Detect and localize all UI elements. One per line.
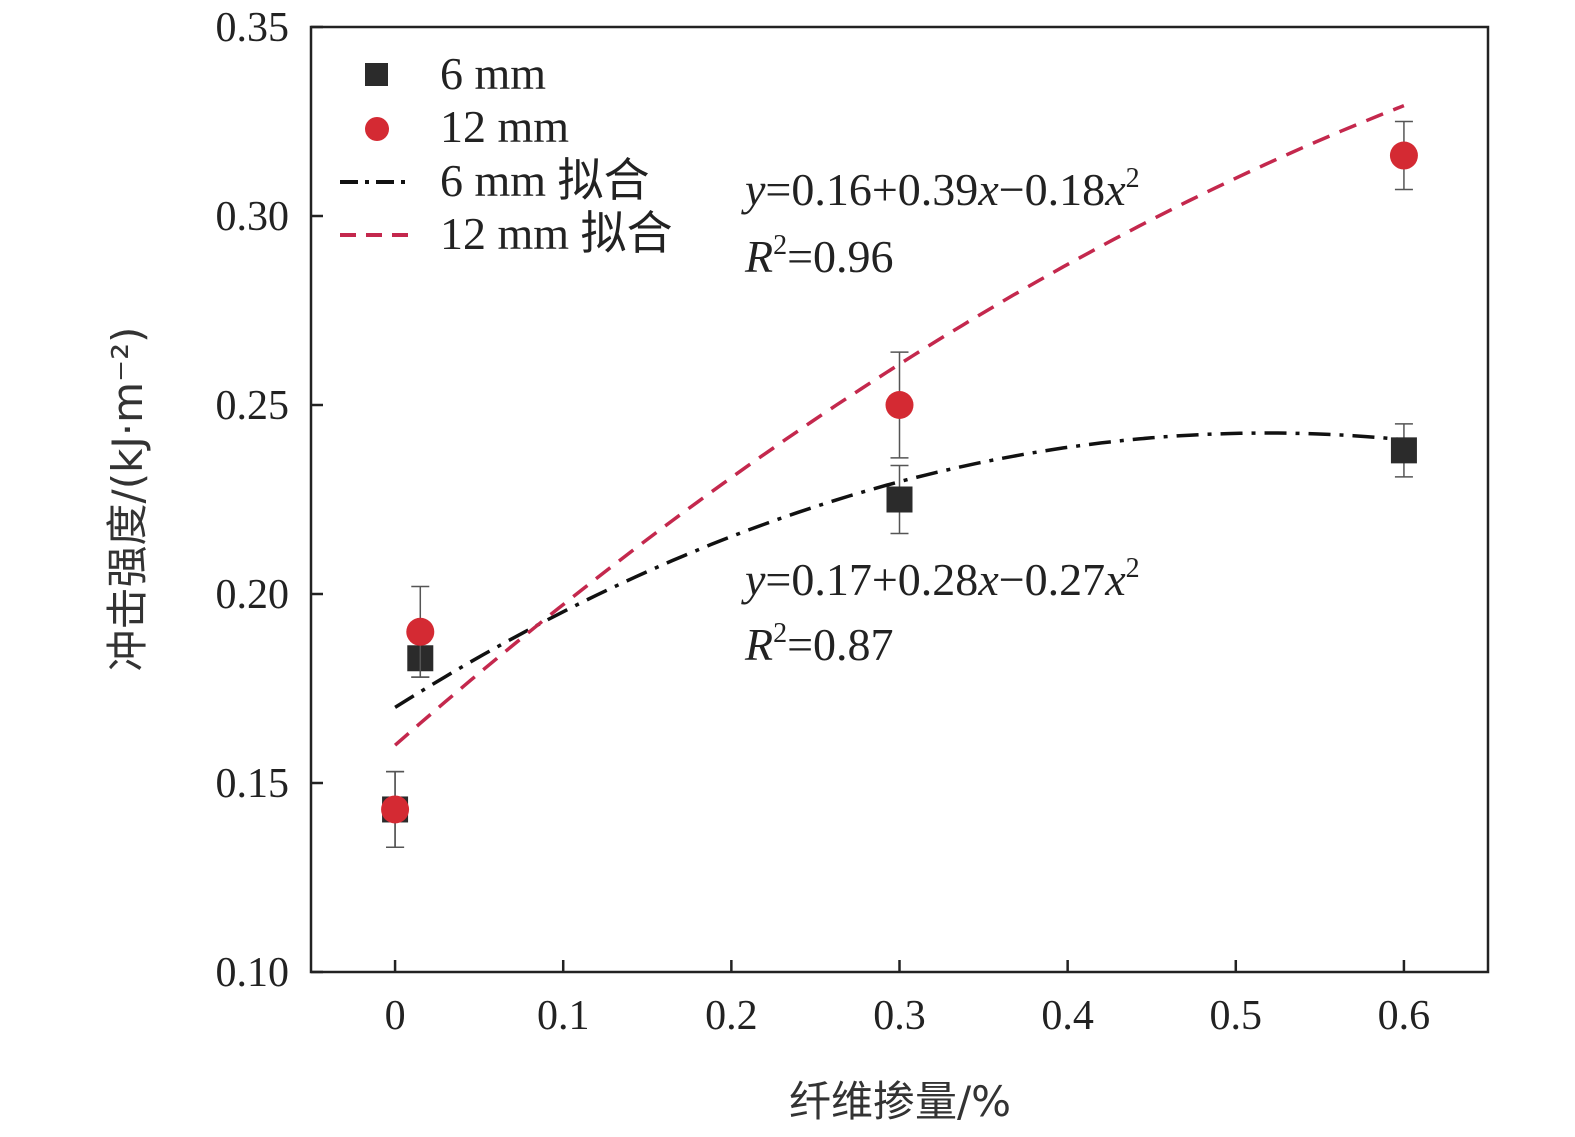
x-tick-label: 0.1 bbox=[537, 993, 590, 1039]
x-tick-label: 0.4 bbox=[1041, 993, 1094, 1039]
eq-12mm-x2: x bbox=[1104, 164, 1126, 215]
x-tick-label: 0.2 bbox=[705, 993, 758, 1039]
eq-12mm-minus: −0.18 bbox=[999, 164, 1105, 215]
r2-12mm-sup: 2 bbox=[773, 230, 787, 261]
eq-6mm-minus: −0.27 bbox=[999, 554, 1105, 605]
x-tick-label: 0 bbox=[385, 993, 406, 1039]
r2-12mm-R: R bbox=[744, 231, 773, 282]
data-points bbox=[381, 120, 1418, 849]
r2-6mm-val: =0.87 bbox=[787, 619, 893, 670]
equation-6mm: y=0.17+0.28x−0.27x2 bbox=[741, 553, 1140, 605]
x-axis-label: 纤维掺量/% bbox=[789, 1077, 1011, 1126]
fit-lines bbox=[393, 103, 1405, 747]
eq-12mm-y: y bbox=[741, 164, 766, 215]
equation-12mm: y=0.16+0.39x−0.18x2 bbox=[741, 163, 1140, 215]
y-tick-label: 0.35 bbox=[216, 5, 290, 51]
legend-marker-6mm bbox=[365, 63, 388, 86]
eq-6mm-y: y bbox=[741, 554, 766, 605]
eq-6mm-body: =0.17+0.28 bbox=[765, 554, 978, 605]
legend-label-6mm-fit: 6 mm 拟合 bbox=[440, 155, 650, 206]
y-tick-label: 0.10 bbox=[216, 950, 290, 996]
eq-12mm-x1: x bbox=[977, 164, 999, 215]
eq-6mm-sup: 2 bbox=[1126, 553, 1140, 584]
legend-marker-12mm bbox=[365, 117, 389, 141]
legend: 6 mm 12 mm 6 mm 拟合 12 mm 拟合 bbox=[340, 48, 673, 259]
x-tick-label: 0.3 bbox=[873, 993, 926, 1039]
point-12mm bbox=[1389, 141, 1418, 170]
y-axis-label: 冲击强度/(kJ·m⁻²) bbox=[103, 327, 152, 672]
r2-12mm-val: =0.96 bbox=[787, 231, 893, 282]
fit-curve-6mm bbox=[394, 431, 1405, 709]
point-12mm bbox=[406, 617, 435, 646]
x-axis: 0 0.1 0.2 0.3 0.4 0.5 0.6 bbox=[385, 960, 1431, 1039]
legend-label-6mm: 6 mm bbox=[440, 48, 546, 99]
y-tick-label: 0.30 bbox=[216, 194, 290, 240]
legend-label-12mm: 12 mm bbox=[440, 101, 569, 152]
y-tick-label: 0.25 bbox=[216, 383, 290, 429]
r2-6mm: R2=0.87 bbox=[744, 618, 894, 670]
y-tick-label: 0.15 bbox=[216, 761, 290, 807]
eq-6mm-x2: x bbox=[1104, 554, 1126, 605]
legend-label-12mm-fit: 12 mm 拟合 bbox=[440, 208, 673, 259]
fit-curve-12mm bbox=[393, 103, 1405, 747]
eq-6mm-x1: x bbox=[977, 554, 999, 605]
point-12mm bbox=[885, 391, 914, 419]
eq-12mm-body: =0.16+0.39 bbox=[765, 164, 978, 215]
eq-12mm-sup: 2 bbox=[1126, 163, 1140, 194]
y-axis: 0.10 0.15 0.20 0.25 0.30 0.35 bbox=[216, 5, 323, 996]
y-tick-label: 0.20 bbox=[216, 572, 290, 618]
point-12mm bbox=[381, 795, 410, 824]
point-6mm bbox=[1390, 437, 1417, 464]
point-6mm bbox=[886, 486, 913, 513]
r2-6mm-R: R bbox=[744, 619, 773, 670]
r2-6mm-sup: 2 bbox=[773, 618, 787, 649]
x-tick-label: 0.6 bbox=[1378, 993, 1431, 1039]
r2-12mm: R2=0.96 bbox=[744, 230, 894, 282]
x-tick-label: 0.5 bbox=[1210, 993, 1263, 1039]
